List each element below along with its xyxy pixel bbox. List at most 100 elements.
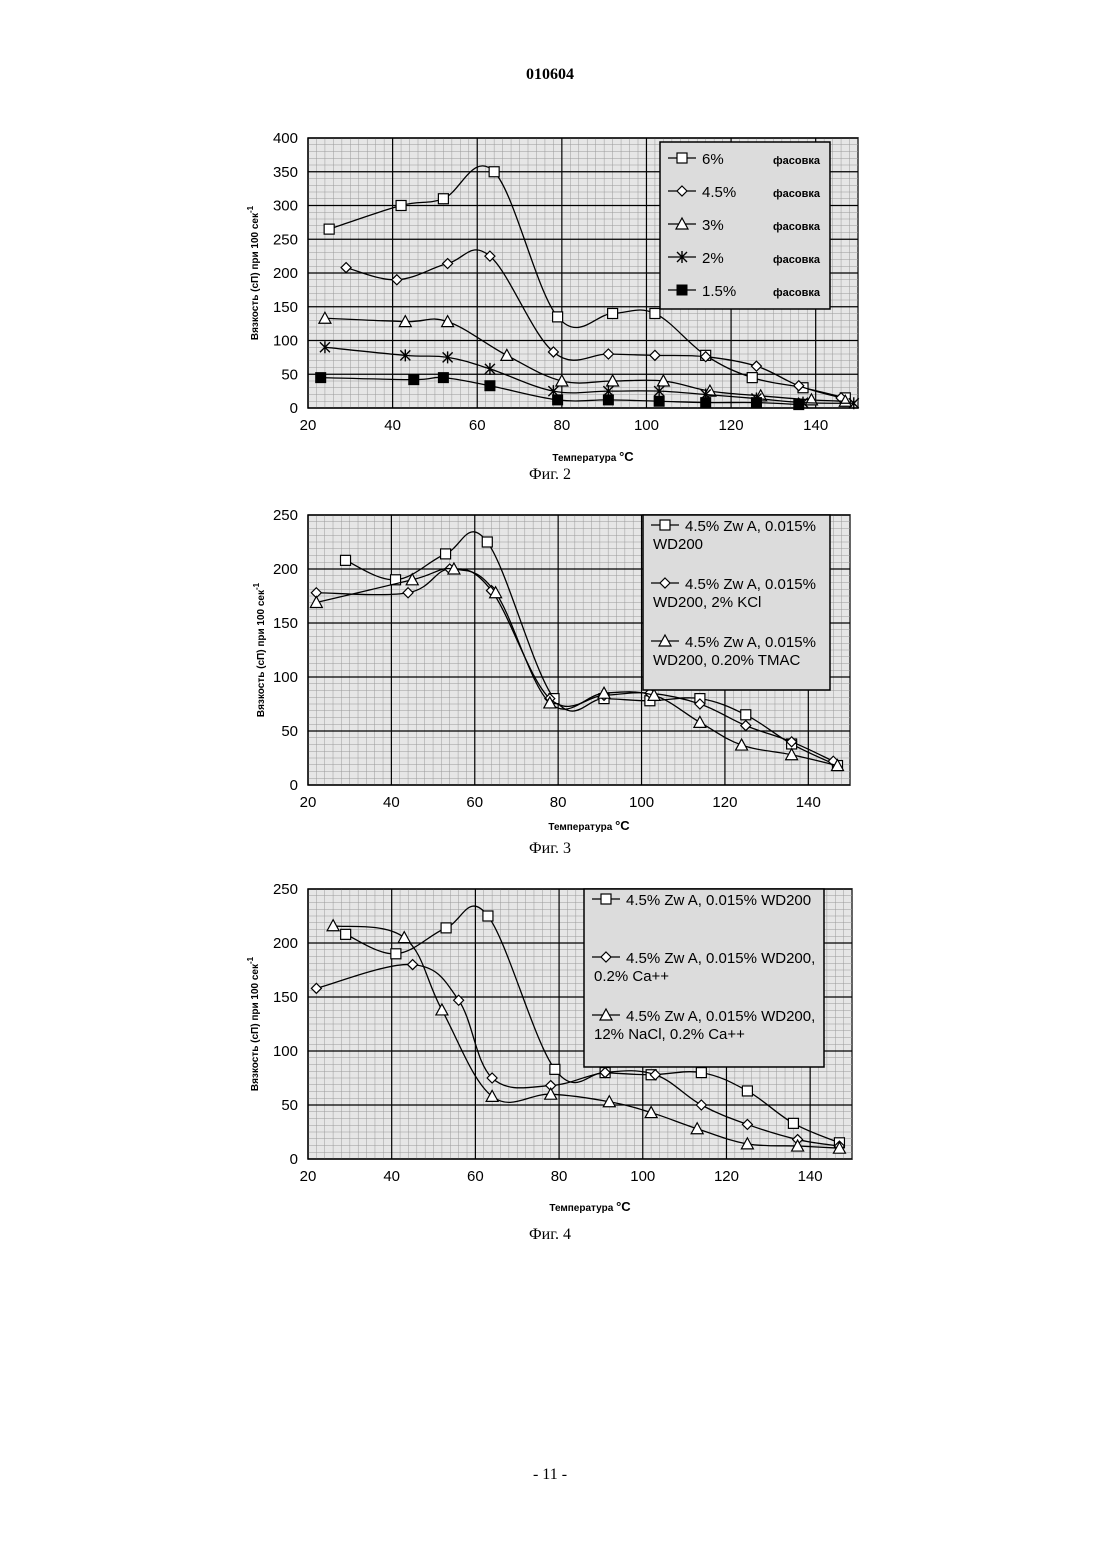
data-point <box>441 549 451 559</box>
legend-label: 4.5% Zw A, 0.015% WD200 <box>626 892 811 909</box>
legend-label: 4.5% Zw A, 0.015% WD200, <box>626 950 815 967</box>
data-point <box>751 398 761 408</box>
data-point <box>701 398 711 408</box>
x-tick-label: 40 <box>383 1168 400 1185</box>
x-tick-label: 60 <box>469 417 486 434</box>
legend-label: 6% <box>702 151 724 168</box>
legend: 4.5% Zw A, 0.015% WD200 4.5% Zw A, 0.015%… <box>584 889 824 1067</box>
data-point <box>553 312 563 322</box>
legend-label: 4.5% Zw A, 0.015% <box>685 576 816 593</box>
y-tick-label: 250 <box>273 231 298 248</box>
figure-3: 05010015020025020406080100120140Температ… <box>0 502 1100 840</box>
x-tick-label: 120 <box>714 1168 739 1185</box>
y-tick-label: 200 <box>273 935 298 952</box>
data-point <box>441 923 451 933</box>
legend: 6%фасовка4.5%фасовка3%фасовка2%фасовка1.… <box>660 142 830 309</box>
legend-label: 4.5% Zw A, 0.015% WD200, <box>626 1008 815 1025</box>
figure-3-chart: 05010015020025020406080100120140Температ… <box>0 502 1100 840</box>
data-point <box>794 400 804 410</box>
data-point <box>483 911 493 921</box>
y-tick-label: 300 <box>273 198 298 215</box>
legend-label: 4.5% Zw A, 0.015% <box>685 634 816 651</box>
y-tick-label: 200 <box>273 561 298 578</box>
data-point <box>747 373 757 383</box>
data-point <box>742 1086 752 1096</box>
x-tick-label: 140 <box>796 794 821 811</box>
legend-label-suffix: фасовка <box>773 287 821 299</box>
data-point <box>485 381 495 391</box>
data-point <box>438 373 448 383</box>
y-tick-label: 0 <box>290 777 298 794</box>
figure-2-chart: 0501001502002503003504002040608010012014… <box>0 125 1100 470</box>
page-header-number: 010604 <box>0 66 1100 84</box>
legend-label: 12% NaCl, 0.2% Ca++ <box>594 1026 745 1043</box>
data-point <box>341 929 351 939</box>
y-tick-label: 100 <box>273 1043 298 1060</box>
legend-label-suffix: фасовка <box>773 254 821 266</box>
data-point <box>553 395 563 405</box>
legend-label-suffix: фасовка <box>773 188 821 200</box>
x-tick-label: 20 <box>300 1168 317 1185</box>
x-axis-label: Температура °C <box>552 449 634 464</box>
y-tick-label: 150 <box>273 615 298 632</box>
y-axis-label: Вязкость (сП) при 100 сек-1 <box>246 205 261 340</box>
x-axis-label: Температура °C <box>549 1199 631 1214</box>
x-tick-label: 20 <box>300 794 317 811</box>
y-tick-label: 50 <box>281 1097 298 1114</box>
figure-3-caption: Фиг. 3 <box>0 840 1100 858</box>
x-tick-label: 120 <box>712 794 737 811</box>
legend-label: 0.2% Ca++ <box>594 968 669 985</box>
legend-marker <box>601 894 611 904</box>
data-point <box>654 396 664 406</box>
x-tick-label: 20 <box>300 417 317 434</box>
y-tick-label: 250 <box>273 881 298 898</box>
data-point <box>324 224 334 234</box>
x-tick-label: 60 <box>466 794 483 811</box>
data-point <box>788 1118 798 1128</box>
legend-label: 4.5% Zw A, 0.015% <box>685 518 816 535</box>
x-tick-label: 80 <box>554 417 571 434</box>
legend: 4.5% Zw A, 0.015%WD2004.5% Zw A, 0.015%W… <box>643 515 830 690</box>
data-point <box>603 395 613 405</box>
legend-label: 4.5% <box>702 184 736 201</box>
data-point <box>489 167 499 177</box>
x-tick-label: 80 <box>550 794 567 811</box>
figure-4-caption: Фиг. 4 <box>0 1226 1100 1244</box>
legend-label-suffix: фасовка <box>773 221 821 233</box>
legend-label: WD200, 0.20% TMAC <box>653 652 800 669</box>
legend-label: WD200 <box>653 536 703 553</box>
data-point <box>438 194 448 204</box>
y-tick-label: 350 <box>273 164 298 181</box>
data-point <box>608 309 618 319</box>
y-tick-label: 0 <box>290 400 298 417</box>
y-tick-label: 150 <box>273 299 298 316</box>
y-tick-label: 100 <box>273 669 298 686</box>
y-tick-label: 50 <box>281 723 298 740</box>
legend-marker <box>677 285 687 295</box>
data-point <box>650 309 660 319</box>
page-footer-number: - 11 - <box>0 1466 1100 1484</box>
x-tick-label: 80 <box>551 1168 568 1185</box>
figure-4: 0 50 100 150 200 250 20 40 60 80 100 120 140 Температ… <box>0 876 1100 1221</box>
x-tick-label: 120 <box>719 417 744 434</box>
x-tick-label: 40 <box>384 417 401 434</box>
x-tick-label: 100 <box>630 1168 655 1185</box>
x-axis-label: Температура °C <box>548 818 630 833</box>
data-point <box>482 537 492 547</box>
data-point <box>341 555 351 565</box>
y-tick-label: 0 <box>290 1151 298 1168</box>
y-tick-label: 100 <box>273 333 298 350</box>
y-tick-label: 150 <box>273 989 298 1006</box>
legend-label: 2% <box>702 250 724 267</box>
y-tick-label: 200 <box>273 265 298 282</box>
legend-label: 3% <box>702 217 724 234</box>
x-tick-label: 140 <box>803 417 828 434</box>
x-tick-label: 100 <box>634 417 659 434</box>
legend-marker <box>660 520 670 530</box>
y-axis-label: Вязкость (сП) при 100 сек-1 <box>252 582 267 717</box>
legend-marker <box>677 153 687 163</box>
x-tick-label: 60 <box>467 1168 484 1185</box>
data-point <box>316 373 326 383</box>
x-tick-label: 140 <box>798 1168 823 1185</box>
data-point <box>741 710 751 720</box>
